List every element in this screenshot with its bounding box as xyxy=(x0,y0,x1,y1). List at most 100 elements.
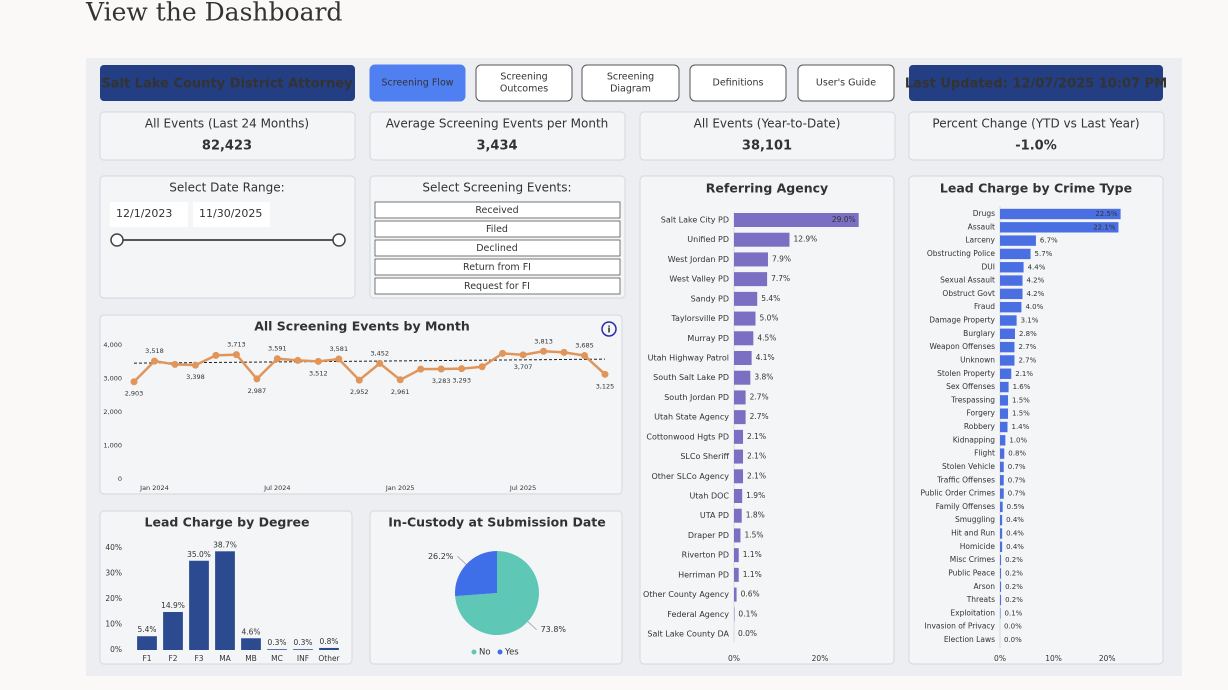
category-label: Utah Highway Patrol xyxy=(648,354,729,363)
category-label: Sexual Assault xyxy=(940,276,995,285)
category-label: Stolen Property xyxy=(937,369,995,378)
nav-tab[interactable]: Screening Flow xyxy=(369,64,466,102)
category-label: Obstructing Police xyxy=(927,249,996,258)
x-tick-label: 0% xyxy=(994,654,1006,663)
bar xyxy=(215,551,235,650)
bar xyxy=(1000,421,1008,433)
card xyxy=(99,111,356,161)
x-tick-label: F2 xyxy=(168,654,177,663)
y-tick-label: 20% xyxy=(105,594,122,603)
data-label: 2.1% xyxy=(747,432,766,441)
event-option[interactable]: Declined xyxy=(374,239,621,257)
x-tick-label: 20% xyxy=(1099,654,1116,663)
info-icon-ring[interactable] xyxy=(601,321,617,337)
category-label: Sex Offenses xyxy=(946,382,995,391)
data-label: 0.8% xyxy=(319,637,338,646)
tab-label: Definitions xyxy=(713,78,764,89)
date-input[interactable]: 12/1/2023 xyxy=(110,202,188,227)
option-box[interactable] xyxy=(374,277,621,295)
tab-button[interactable] xyxy=(475,64,573,102)
data-label: 1.1% xyxy=(743,570,762,579)
category-label: West Valley PD xyxy=(669,275,729,284)
bar xyxy=(1000,581,1002,592)
category-label: West Jordan PD xyxy=(668,255,729,264)
bar xyxy=(1000,541,1003,553)
option-box[interactable] xyxy=(374,239,621,257)
data-point xyxy=(191,361,199,369)
kpi-value: 82,423 xyxy=(202,139,252,154)
data-label: 0.1% xyxy=(738,609,757,618)
data-label: 5.0% xyxy=(760,314,779,323)
leader-line xyxy=(527,621,537,630)
legend-label: No xyxy=(479,648,491,658)
category-label: Larceny xyxy=(965,236,995,245)
tab-button[interactable] xyxy=(689,64,787,102)
event-option[interactable]: Received xyxy=(374,201,621,219)
date-range-title: Select Date Range: xyxy=(169,181,284,195)
category-label: Damage Property xyxy=(929,316,995,325)
option-box[interactable] xyxy=(374,258,621,276)
data-label: 4.6% xyxy=(241,627,260,636)
org-name: Salt Lake County District Attorney xyxy=(101,77,353,92)
tab-button[interactable] xyxy=(581,64,680,102)
tab-label: Screening xyxy=(500,72,547,83)
data-label: 0.2% xyxy=(1005,556,1023,564)
card xyxy=(639,111,896,161)
slider-handle[interactable] xyxy=(332,233,346,247)
bar xyxy=(734,213,859,227)
data-point xyxy=(581,352,589,360)
bar xyxy=(1000,408,1009,419)
page-title: View the Dashboard xyxy=(85,0,342,27)
data-label: 1.5% xyxy=(744,530,763,539)
date-box[interactable] xyxy=(193,202,270,227)
data-label: 3,591 xyxy=(268,345,287,353)
date-box[interactable] xyxy=(110,202,188,227)
last-updated-banner xyxy=(909,65,1163,101)
bar xyxy=(1000,381,1009,393)
bar xyxy=(137,636,157,650)
category-label: Invasion of Privacy xyxy=(925,622,996,631)
option-box[interactable] xyxy=(374,201,621,219)
data-label: 0.4% xyxy=(1006,543,1024,551)
event-option[interactable]: Filed xyxy=(374,220,621,238)
x-tick-label: MB xyxy=(245,654,257,663)
category-label: Robbery xyxy=(964,422,996,431)
nav-tab[interactable]: User's Guide xyxy=(797,64,895,102)
nav-tab[interactable]: Definitions xyxy=(689,64,787,102)
data-label: 38.7% xyxy=(213,540,237,549)
category-label: Hit and Run xyxy=(951,529,995,538)
category-label: Flight xyxy=(974,449,995,458)
data-label: 1.1% xyxy=(743,550,762,559)
data-label: 0.7% xyxy=(1008,476,1026,484)
bar xyxy=(734,449,744,464)
tab-button[interactable] xyxy=(369,64,466,102)
category-label: Salt Lake City PD xyxy=(661,216,729,225)
kpi-value: 3,434 xyxy=(476,139,517,154)
slider-handle[interactable] xyxy=(110,233,124,247)
data-label: 0.2% xyxy=(1005,583,1023,591)
option-box[interactable] xyxy=(374,220,621,238)
category-label: Fraud xyxy=(974,302,995,311)
category-label: South Jordan PD xyxy=(664,393,729,402)
data-label: 0.2% xyxy=(1005,569,1023,577)
leader-line xyxy=(457,556,467,565)
chart-title: Lead Charge by Degree xyxy=(145,515,310,530)
y-tick-label: 2,000 xyxy=(103,408,122,416)
category-label: Draper PD xyxy=(688,531,729,540)
card xyxy=(908,111,1165,161)
data-label: 2,987 xyxy=(248,387,267,395)
bar xyxy=(1000,262,1024,273)
category-label: Murray PD xyxy=(687,334,729,343)
event-option[interactable]: Return from FI xyxy=(374,258,621,276)
bar xyxy=(1000,248,1031,260)
tab-button[interactable] xyxy=(797,64,895,102)
event-option[interactable]: Request for FI xyxy=(374,277,621,295)
kpi-value: 38,101 xyxy=(742,139,792,154)
category-label: Other SLCo Agency xyxy=(652,472,730,481)
date-input[interactable]: 11/30/2025 xyxy=(193,202,270,227)
x-tick-label: Jan 2025 xyxy=(385,484,415,492)
data-point xyxy=(396,376,404,384)
